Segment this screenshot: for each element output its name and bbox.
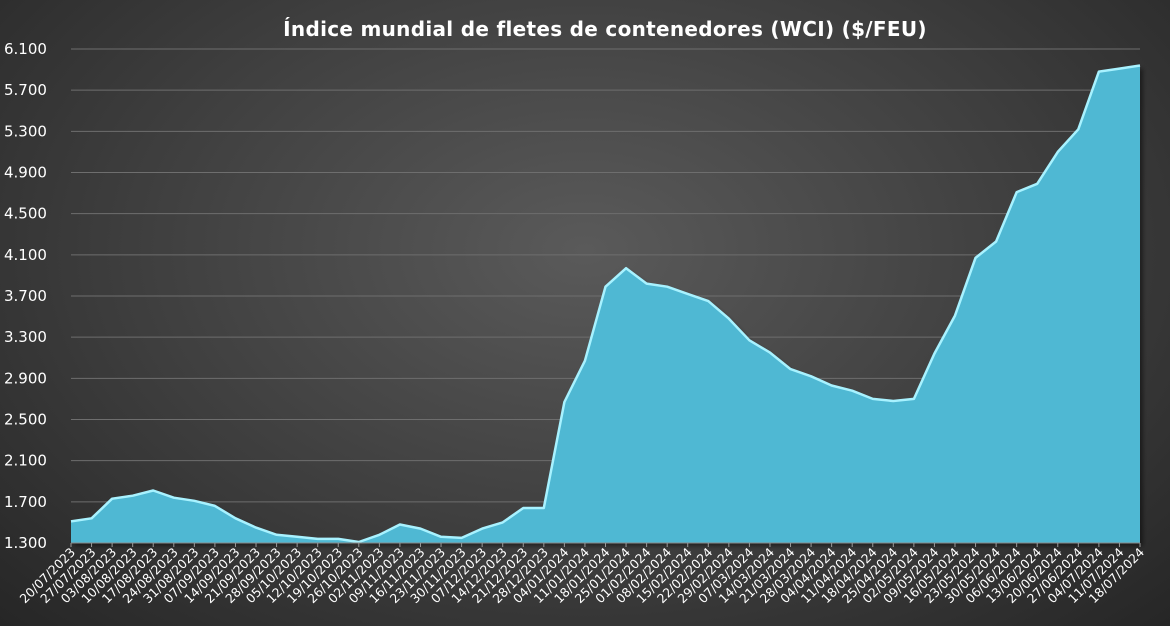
y-tick-label: 3.300 <box>4 328 47 346</box>
y-tick-label: 4.100 <box>4 246 47 264</box>
y-tick-label: 2.900 <box>4 369 47 387</box>
y-tick-label: 2.100 <box>4 452 47 470</box>
y-tick-label: 6.100 <box>4 40 47 58</box>
y-tick-label: 1.700 <box>4 493 47 511</box>
chart-title: Índice mundial de fletes de contenedores… <box>283 17 927 41</box>
series-line <box>70 64 1141 544</box>
y-tick-label: 4.900 <box>4 164 47 182</box>
series-area <box>71 65 1140 543</box>
y-tick-label: 1.300 <box>4 534 47 552</box>
y-tick-label: 4.500 <box>4 205 47 223</box>
y-tick-label: 5.300 <box>4 122 47 140</box>
y-tick-label: 5.700 <box>4 81 47 99</box>
y-tick-label: 2.500 <box>4 411 47 429</box>
y-tick-label: 3.700 <box>4 287 47 305</box>
